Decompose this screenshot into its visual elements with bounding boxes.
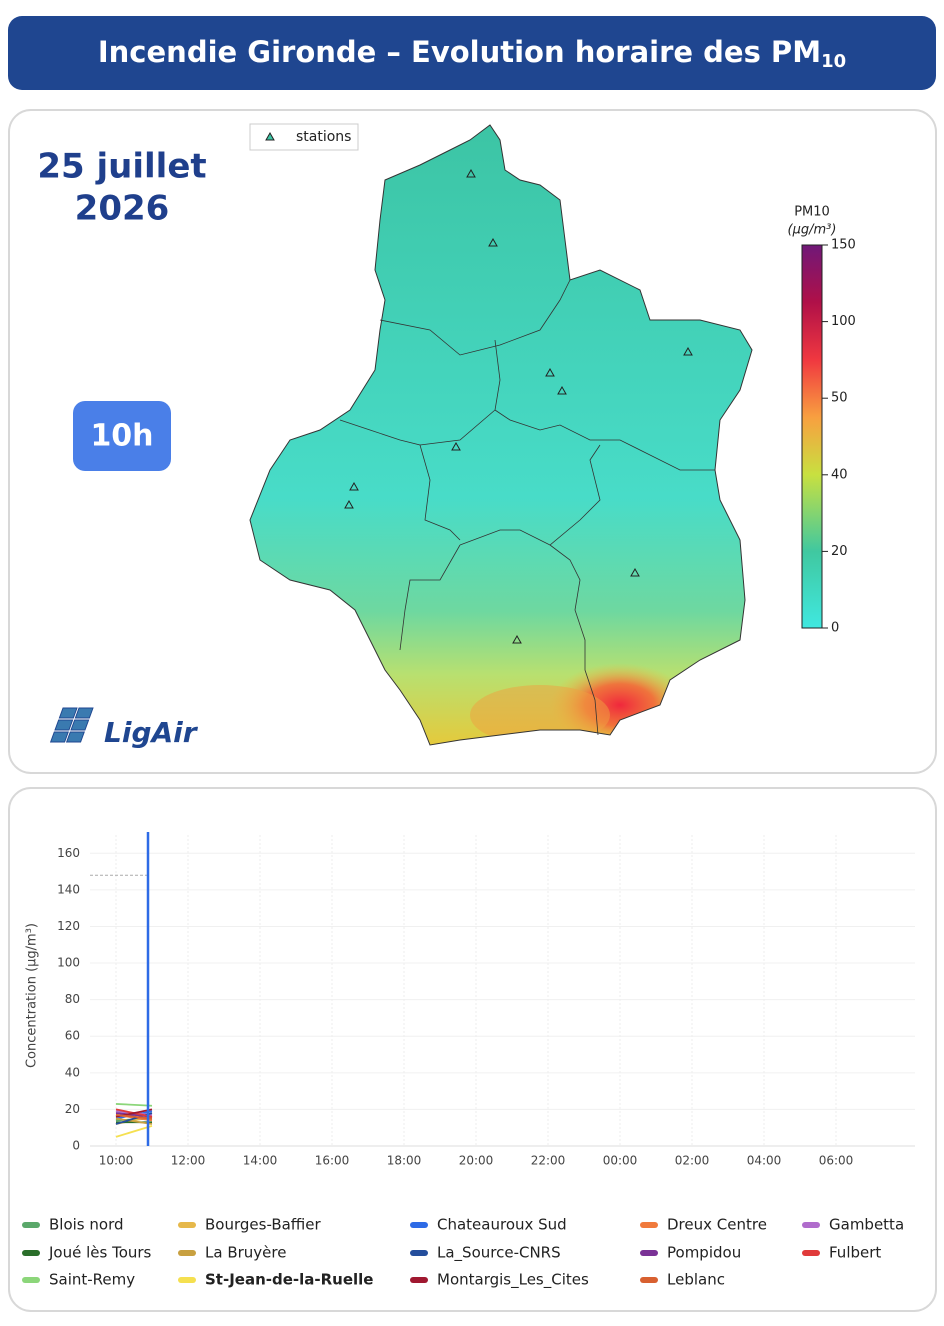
legend-swatch (410, 1250, 428, 1256)
y-tick-label: 20 (65, 1102, 80, 1116)
legend-marker (265, 131, 275, 141)
legend-swatch (178, 1222, 196, 1228)
legend-label: Chateauroux Sud (437, 1216, 567, 1234)
x-tick-label: 00:00 (603, 1154, 638, 1168)
x-tick-label: 10:00 (99, 1154, 134, 1168)
y-tick-label: 80 (65, 992, 80, 1006)
colorbar-tick-label: 40 (831, 467, 848, 482)
y-tick-label: 60 (65, 1029, 80, 1043)
series-line (115, 1103, 153, 1107)
legend-label: Joué lès Tours (48, 1244, 152, 1262)
legend-label: Dreux Centre (667, 1216, 767, 1234)
legend-label: Blois nord (49, 1216, 124, 1234)
legend-swatch (22, 1222, 40, 1228)
y-tick-label: 140 (57, 882, 80, 896)
x-tick-label: 14:00 (243, 1154, 278, 1168)
colorbar-bar (801, 244, 823, 629)
map-legend-label: stations (296, 129, 351, 145)
x-tick-label: 20:00 (459, 1154, 494, 1168)
x-tick-label: 06:00 (819, 1154, 854, 1168)
chart-panel (8, 787, 937, 1312)
stations (344, 168, 693, 644)
legend-swatch (178, 1277, 196, 1283)
legend: Blois nord Bourges-Baffier Chateauroux Sud… (22, 1216, 904, 1290)
colorbar-tick-label: 0 (831, 621, 839, 636)
title-main: Incendie Gironde – Evolution horaire des… (98, 35, 821, 69)
y-tick-label: 160 (57, 846, 80, 860)
title-sub: 10 (821, 51, 846, 72)
series-line (115, 1125, 153, 1138)
legend-swatch (802, 1222, 820, 1228)
x-tick-label: 12:00 (171, 1154, 206, 1168)
y-tick-label: 120 (57, 919, 80, 933)
legend-label: Montargis_Les_Cites (437, 1271, 589, 1290)
header-title: Incendie Gironde – Evolution horaire des… (98, 35, 846, 72)
x-tick-label: 02:00 (675, 1154, 710, 1168)
colorbar-tick-label: 50 (831, 391, 848, 406)
series-line (115, 1114, 153, 1120)
colorbar-tick-label: 150 (831, 238, 856, 253)
legend-label: Bourges-Baffier (205, 1216, 322, 1234)
legend-label: La_Source-CNRS (437, 1244, 561, 1263)
colorbar-tick-label: 100 (831, 314, 856, 329)
x-tick-label: 22:00 (531, 1154, 566, 1168)
hour-label: 10h (90, 419, 153, 454)
legend-label: Gambetta (829, 1216, 904, 1234)
legend-swatch (640, 1277, 658, 1283)
series-line (115, 1117, 153, 1125)
department-borders (339, 279, 715, 736)
y-tick-label: 0 (72, 1139, 80, 1153)
logo: LigAir (49, 707, 199, 749)
header-bar (8, 16, 936, 90)
x-tick-label: 04:00 (747, 1154, 782, 1168)
y-tick-label: 100 (57, 956, 80, 970)
legend-swatch (410, 1277, 428, 1283)
date-line2: 2026 (75, 189, 170, 229)
legend-swatch (410, 1222, 428, 1228)
legend-swatch (22, 1277, 40, 1283)
colorbar-unit: (µg/m³) (788, 223, 837, 238)
logo-text: LigAir (104, 716, 199, 749)
date-line1: 25 juillet (37, 147, 206, 187)
legend-swatch (802, 1250, 820, 1256)
legend-label: St-Jean-de-la-Ruelle (205, 1271, 373, 1289)
legend-swatch (640, 1222, 658, 1228)
colorbar-title: PM10 (794, 205, 830, 220)
legend-swatch (22, 1250, 40, 1256)
legend-label: Saint-Remy (49, 1271, 135, 1289)
x-tick-label: 18:00 (387, 1154, 422, 1168)
legend-label: Leblanc (667, 1271, 725, 1289)
hour-badge (73, 401, 171, 471)
y-tick-label: 40 (65, 1065, 80, 1079)
legend-label: Pompidou (667, 1244, 741, 1262)
legend-swatch (640, 1250, 658, 1256)
colorbar-tick-label: 20 (831, 544, 848, 559)
legend-label: La Bruyère (205, 1244, 286, 1262)
y-axis-title: Concentration (µg/m³) (25, 923, 40, 1068)
colorbar: PM10 (µg/m³) 0 20 40 50 100 150 (788, 205, 856, 636)
line-chart: 0 20 40 60 80 100 120 140 160 10:00 12:00 14:00 16:0… (25, 832, 915, 1168)
legend-label: Fulbert (829, 1244, 881, 1262)
legend-swatch (178, 1250, 196, 1256)
x-tick-label: 16:00 (315, 1154, 350, 1168)
